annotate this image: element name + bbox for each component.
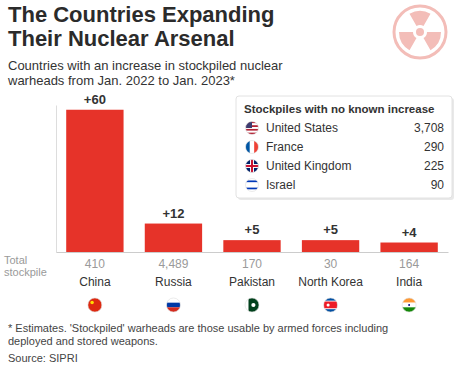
flag-part [246,182,259,187]
total-stockpile-value: 164 [399,257,419,271]
flag-icon [324,298,338,312]
subtitle: Countries with an increase in stockpiled… [7,58,283,88]
total-stockpile-label: Totalstockpile [4,254,47,278]
text-line: Their Nuclear Arsenal [8,26,235,51]
box-title: Stockpiles with no known increase [244,103,434,115]
y-axis [56,106,57,253]
x-tick: India [396,252,422,289]
flag-border [246,141,259,154]
text-line: Total [4,254,27,266]
total-stockpile-value: 410 [85,257,105,271]
total-stockpile-value: 4,489 [158,257,188,271]
x-tick-label: China [79,275,111,289]
icon-wedge [410,11,431,26]
no-increase-box: Stockpiles with no known increase United … [236,96,454,200]
flag-part [251,303,255,307]
y-axis-line [56,106,57,253]
box-country: United Kingdom [266,159,351,173]
flag-border [166,298,180,312]
box-value: 3,708 [414,121,444,135]
text-line: * Estimates. 'Stockpiled' warheads are t… [8,322,388,334]
text-line: deployed and stored weapons. [8,335,158,347]
flag-part [324,302,338,309]
text-line: warheads from Jan. 2022 to Jan. 2023* [7,73,235,88]
data-label: +4 [402,225,418,240]
total-stockpile: Totalstockpile 410 4,489 170 30 164 [4,254,419,278]
box-country: France [266,140,304,154]
flag-part [246,129,259,131]
icon-center [416,28,424,36]
flag-icon [245,298,259,312]
flag-part [251,160,253,173]
box-value: 290 [424,140,444,154]
x-tick: North Korea [298,252,363,289]
x-tick-label: Russia [155,275,192,289]
flag-part [90,301,94,305]
box-value: 225 [424,159,444,173]
data-label: +60 [84,92,106,107]
box-country: Israel [266,178,295,192]
bar [66,110,123,252]
total-stockpile-value: 170 [242,257,262,271]
flag-border [245,298,259,312]
flag-icon [246,122,259,135]
flag-part [166,303,180,308]
icon-wedge [424,32,442,50]
bar [145,224,202,252]
text-line: The Countries Expanding [8,2,274,27]
data-label: +12 [162,206,184,221]
flags [88,298,416,312]
x-tick: Pakistan [229,252,275,289]
flag-icon [88,298,102,312]
flag-part [327,303,330,306]
flag-icon [246,141,259,154]
flag-part [408,304,410,306]
background [0,0,460,375]
flag-part [249,298,260,312]
flag-border [246,160,259,173]
radiation-icon [394,6,446,58]
flag-border [246,179,259,192]
box-country: United States [266,121,338,135]
flag-part [250,141,254,154]
bar [223,240,280,252]
footnote: * Estimates. 'Stockpiled' warheads are t… [8,322,388,347]
bar [380,243,437,252]
x-axis-line [57,252,449,253]
x-tick: China [79,252,111,289]
flag-border [402,298,416,312]
x-tick-label: Pakistan [229,275,275,289]
flag-icon [166,298,180,312]
text-line: Countries with an increase in stockpiled… [8,58,283,73]
flag-border [324,298,338,312]
x-tick-label: North Korea [298,275,363,289]
x-tick: Russia [155,252,192,289]
flag-part [402,303,416,308]
chart-container: The Countries ExpandingTheir Nuclear Ars… [0,0,460,375]
data-label: +5 [245,222,260,237]
flag-icon [402,298,416,312]
source: Source: SIPRI [8,352,78,364]
flag-border [88,298,102,312]
data-label: +5 [323,222,338,237]
text-line: stockpile [4,266,47,278]
flag-part [88,298,102,312]
flag-icon [246,179,259,192]
icon-wedge [399,32,417,50]
flag-part [246,160,259,173]
flag-icon [246,160,259,173]
x-tick-label: India [396,275,422,289]
box-value: 90 [431,178,445,192]
flag-border [246,122,259,135]
chart-svg: The Countries ExpandingTheir Nuclear Ars… [0,0,460,375]
total-stockpile-value: 30 [324,257,338,271]
bar [302,240,359,252]
box-frame [236,96,452,198]
title: The Countries ExpandingTheir Nuclear Ars… [8,2,274,51]
icon-ring [394,6,446,58]
x-axis: China Russia Pakistan North Korea India [57,252,449,289]
